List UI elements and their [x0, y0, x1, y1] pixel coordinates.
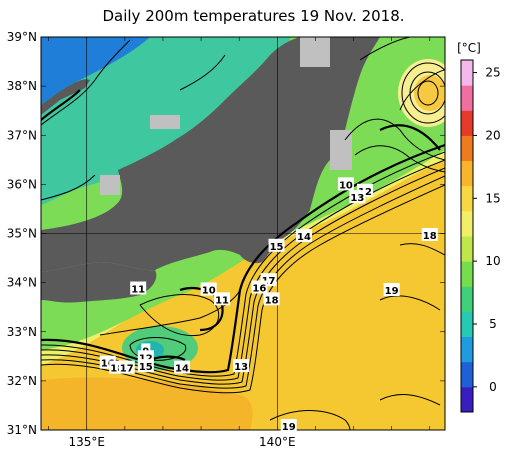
contour-label: 10 [202, 286, 216, 297]
colorbar-segment [461, 185, 473, 212]
tohoku-land [330, 37, 380, 160]
lat-label: 39°N [7, 30, 37, 44]
lat-label: 36°N [7, 177, 37, 191]
contour-label: 16 [252, 284, 266, 295]
colorbar-segment [461, 386, 473, 413]
missing-data-patch [100, 175, 120, 195]
contour-label-bg [295, 228, 312, 242]
lon-label: 140°E [259, 435, 296, 449]
lat-label: 32°N [7, 374, 37, 388]
colorbar-tick-label: 20 [485, 128, 500, 142]
map-title: Daily 200m temperatures 19 Nov. 2018. [102, 7, 405, 25]
contour-label-bg [268, 238, 285, 252]
contour-label: 11 [131, 285, 145, 296]
contour-label-bg [383, 282, 400, 296]
colorbar-tick-label: 15 [485, 191, 500, 205]
colorbar-segment [461, 85, 473, 111]
lat-label: 34°N [7, 276, 37, 290]
colorbar-segment [461, 361, 473, 388]
lat-label: 33°N [7, 325, 37, 339]
contour-label: 14 [297, 232, 311, 243]
colorbar-tick-label: 25 [485, 66, 500, 80]
colorbar-segment [461, 286, 473, 312]
contour-label-bg [141, 343, 151, 357]
contour-label: 19 [282, 422, 296, 433]
colorbar-segment [461, 135, 473, 162]
contour-label: 10 [339, 180, 353, 191]
contour-label: 15 [270, 242, 284, 253]
contour-label-bg [214, 292, 231, 306]
graticule [41, 36, 445, 431]
contour-label: 16 [101, 359, 115, 370]
missing-data-patch [300, 37, 330, 67]
contour-label: 13 [234, 362, 248, 373]
honshu-land [41, 37, 330, 272]
contour-label: 14 [175, 364, 189, 375]
contour-label-bg [337, 177, 354, 191]
lat-label: 31°N [7, 423, 37, 437]
colorbar-segment [461, 110, 473, 136]
contour-label-bg [421, 227, 438, 241]
lat-label: 38°N [7, 79, 37, 93]
korea-coast [41, 79, 90, 115]
lat-label: 37°N [7, 128, 37, 142]
contour-label: 18 [265, 295, 279, 306]
missing-data-patch [330, 130, 352, 170]
contour-label-bg [200, 282, 217, 296]
colorbar-tick-label: 5 [489, 317, 497, 331]
temperature-colorbar: [°C] 25 20 15 10 5 0 [457, 41, 501, 413]
colorbar-segment [461, 160, 473, 187]
lat-label: 35°N [7, 227, 37, 241]
colorbar-segment [461, 60, 473, 86]
contour-label: 15 [139, 362, 153, 373]
contour-label: 13 [350, 193, 364, 204]
colorbar-segment [461, 261, 473, 287]
contour-label-bg [251, 280, 268, 294]
contour-label-bg [174, 360, 191, 374]
sea-of-japan-cold [41, 37, 150, 105]
missing-data-patch [150, 115, 180, 129]
contour-label: 19 [385, 286, 399, 297]
longitude-labels: 135°E 140°E [68, 435, 295, 449]
contour-label: 11 [215, 295, 229, 306]
contour-label: 17 [262, 276, 276, 287]
contour-label-bg [280, 419, 297, 433]
colorbar-segment [461, 336, 473, 363]
contour-label-bg [130, 281, 147, 295]
contour-label-bg [137, 359, 154, 373]
contour-label-bg [233, 359, 250, 373]
latitude-labels: 39°N 38°N 37°N 36°N 35°N 34°N 33°N 32°N 31°N [7, 30, 37, 437]
colorbar-tick-label: 0 [489, 380, 497, 394]
lon-label: 135°E [68, 435, 105, 449]
contour-label: 12 [139, 353, 153, 364]
shikoku-kyushu-land [41, 262, 157, 303]
contour-label-bg [263, 292, 280, 306]
colorbar-segment [461, 311, 473, 338]
contour-value-labels: 1012131418151716111019111891216181715141… [99, 177, 438, 433]
colorbar-frame [460, 59, 474, 413]
contour-label: 17 [120, 364, 134, 375]
contour-label-bg [349, 190, 366, 204]
contour-label: 18 [110, 364, 124, 375]
colorbar-segment [461, 236, 473, 262]
contour-label-bg [118, 360, 135, 374]
contour-label: 18 [423, 231, 437, 242]
colorbar-unit: [°C] [457, 41, 481, 55]
warm-eddy-core [414, 75, 445, 111]
colorbar-segment [461, 210, 473, 237]
colorbar-tick-label: 10 [485, 254, 500, 268]
